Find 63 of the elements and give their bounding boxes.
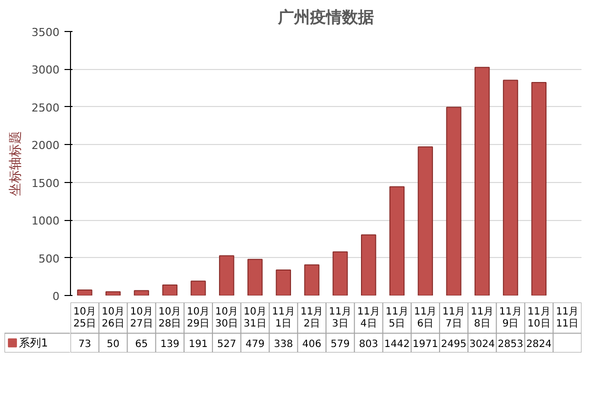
x-tick-label: 11月4日	[357, 306, 380, 330]
bar	[77, 289, 92, 296]
data-label: 1971	[412, 338, 438, 350]
y-tick-label: 2500	[32, 101, 60, 114]
x-tick-label: 11月2日	[300, 306, 324, 330]
data-label: 579	[330, 338, 350, 350]
y-tick-label: 3000	[32, 64, 60, 77]
chart-title: 广州疫情数据	[277, 8, 374, 26]
bar	[247, 258, 263, 296]
y-tick-label: 2000	[32, 139, 60, 152]
bar	[134, 290, 150, 296]
bar	[360, 234, 376, 296]
x-tick-label: 10月30日	[215, 306, 238, 330]
bar	[389, 186, 405, 296]
y-tick-label: 0	[52, 290, 60, 303]
data-label: 65	[135, 338, 148, 350]
y-axis-title: 坐标轴标题	[8, 131, 24, 196]
data-label: 3024	[469, 338, 495, 350]
bar	[446, 106, 462, 296]
bar	[190, 280, 206, 296]
x-tick-label: 11月7日	[442, 306, 466, 330]
bar	[531, 82, 547, 296]
x-tick-label: 11月9日	[499, 306, 522, 330]
x-tick-label: 11月11日	[556, 306, 579, 330]
data-label: 73	[78, 338, 92, 350]
bar	[304, 264, 320, 296]
data-label: 338	[274, 338, 293, 350]
data-label: 406	[302, 338, 322, 350]
x-tick-label: 10月28日	[158, 306, 182, 330]
bar	[219, 255, 234, 296]
data-label: 803	[359, 338, 378, 350]
x-tick-label: 10月25日	[73, 306, 96, 330]
bar	[474, 66, 490, 296]
data-label: 139	[160, 338, 180, 350]
bar	[105, 291, 121, 296]
bar	[418, 146, 433, 296]
x-tick-label: 10月31日	[244, 306, 266, 330]
y-tick-label: 1000	[32, 214, 60, 228]
data-label: 2495	[441, 338, 466, 350]
data-label: 2853	[498, 338, 524, 350]
x-tick-label: 11月1日	[272, 306, 295, 330]
x-tick-label: 10月26日	[102, 306, 124, 330]
bar	[332, 251, 348, 296]
x-tick-label: 10月29日	[186, 306, 210, 330]
bar	[276, 270, 292, 296]
data-label: 191	[188, 338, 208, 350]
x-tick-label: 11月5日	[386, 306, 408, 330]
y-tick-label: 1500	[32, 176, 60, 190]
x-tick-label: 11月8日	[470, 306, 494, 330]
legend-label: 系列1	[19, 336, 48, 350]
data-label: 1442	[384, 338, 410, 350]
bar	[502, 80, 518, 296]
x-tick-label: 11月3日	[328, 306, 352, 330]
y-tick-label: 3500	[32, 26, 60, 39]
data-label: 527	[217, 338, 236, 350]
data-label: 50	[106, 338, 120, 350]
y-tick-label: 500	[38, 252, 60, 266]
data-label: 479	[245, 338, 265, 350]
bar	[162, 284, 178, 296]
x-tick-label: 10月27日	[130, 306, 153, 330]
x-tick-label: 11月6日	[414, 306, 437, 330]
x-tick-label: 11月10日	[528, 306, 550, 330]
data-label: 2824	[526, 338, 552, 350]
